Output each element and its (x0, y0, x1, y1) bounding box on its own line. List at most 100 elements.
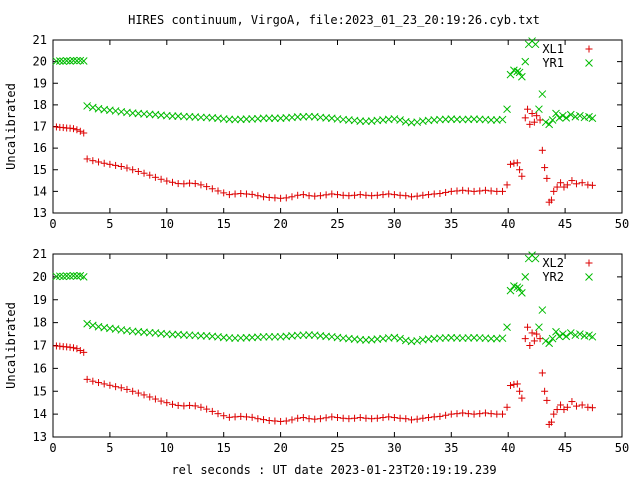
y-axis-label: Uncalibrated (4, 302, 18, 389)
y-tick-label: 16 (33, 361, 47, 375)
data-point (73, 345, 81, 353)
data-point (521, 273, 530, 281)
data-point (225, 115, 234, 124)
data-point (168, 330, 177, 339)
data-point (66, 57, 74, 65)
data-point (541, 337, 550, 345)
x-tick-label: 45 (558, 217, 572, 231)
data-point (588, 404, 596, 412)
data-point (231, 334, 239, 343)
legend-marker (585, 59, 593, 67)
legend-label: YR1 (542, 56, 564, 70)
data-point (316, 192, 324, 200)
data-point (259, 332, 268, 341)
data-point (506, 70, 515, 79)
data-point (362, 336, 370, 344)
data-point (521, 57, 530, 66)
data-point (518, 72, 526, 81)
data-point (305, 331, 313, 339)
data-point (506, 286, 515, 295)
data-point (197, 332, 205, 340)
data-point (553, 183, 561, 191)
data-point (453, 187, 461, 195)
data-point (89, 377, 97, 385)
data-point (203, 183, 211, 191)
data-point (55, 272, 64, 281)
legend-label: XL2 (542, 256, 564, 270)
data-point (475, 334, 484, 342)
data-point (248, 190, 256, 198)
data-point (88, 321, 97, 330)
data-point (518, 394, 526, 402)
data-point (470, 333, 478, 342)
data-point (62, 272, 71, 280)
data-point (180, 112, 188, 121)
data-point (464, 334, 473, 342)
data-point (538, 90, 547, 98)
data-point (379, 414, 387, 422)
series-XL2 (52, 323, 596, 428)
data-point (513, 159, 521, 167)
data-point (464, 115, 473, 124)
data-point (356, 117, 365, 125)
data-point (543, 174, 551, 182)
data-point (558, 330, 567, 338)
x-tick-label: 15 (216, 441, 230, 455)
y-tick-label: 19 (33, 293, 47, 307)
data-point (140, 391, 148, 399)
data-point (568, 398, 576, 406)
data-point (536, 116, 544, 124)
data-point (513, 283, 522, 292)
data-point (498, 334, 507, 343)
data-point (407, 416, 415, 424)
data-point (563, 403, 571, 411)
bottom-panel: 0 5 10 15 20 25 30 35 40 45 50 13 14 15 16 17 18 19 20 21 Un… (4, 247, 629, 455)
data-point (151, 395, 159, 403)
data-point (260, 193, 268, 201)
x-tick-label: 30 (387, 217, 401, 231)
data-point (528, 110, 536, 118)
data-point (390, 191, 398, 199)
data-point (526, 120, 534, 128)
x-tick-label: 15 (216, 217, 230, 231)
data-point (293, 113, 302, 121)
y-tick-label: 18 (33, 98, 47, 112)
data-point (225, 191, 233, 199)
data-point (146, 393, 154, 401)
series-YR1 (52, 37, 597, 129)
data-point (248, 413, 256, 421)
data-point (191, 180, 199, 188)
data-point (385, 413, 393, 421)
data-point (513, 380, 521, 388)
data-point (146, 171, 154, 179)
data-point (282, 194, 290, 202)
data-point (248, 115, 257, 123)
data-point (117, 384, 125, 392)
data-point (558, 111, 567, 120)
data-point (413, 192, 421, 200)
data-point (254, 192, 262, 200)
y-tick-label: 17 (33, 120, 47, 134)
data-point (145, 110, 154, 119)
y-tick-label: 17 (33, 339, 47, 353)
data-point (521, 114, 529, 122)
data-point (95, 158, 103, 166)
data-point (305, 112, 313, 121)
data-point (407, 193, 415, 201)
data-point (236, 115, 245, 124)
data-point (538, 306, 547, 314)
data-point (293, 331, 302, 340)
data-point (123, 385, 131, 393)
data-point (506, 382, 514, 390)
data-point (95, 379, 103, 387)
data-point (79, 57, 88, 65)
x-tick-label: 5 (106, 217, 113, 231)
plot-frame (52, 39, 623, 214)
data-point (248, 333, 257, 342)
data-point (571, 331, 580, 340)
data-point (524, 323, 532, 331)
data-point (299, 191, 307, 199)
data-point (214, 187, 222, 195)
legend-label: YR2 (542, 270, 564, 284)
